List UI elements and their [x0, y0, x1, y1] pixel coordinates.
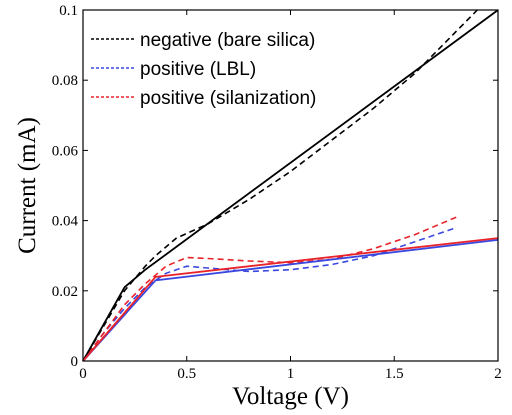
- x-tick-label: 0.5: [177, 366, 196, 382]
- x-tick-label: 1.5: [385, 366, 404, 382]
- x-tick-label: 2: [494, 366, 502, 382]
- y-tick-label: 0.04: [52, 214, 79, 230]
- y-tick-label: 0.02: [52, 284, 78, 300]
- x-tick-label: 0: [79, 366, 87, 382]
- y-tick-label: 0: [71, 354, 79, 370]
- legend: negative (bare silica) positive (LBL) posi…: [91, 30, 316, 109]
- ticks-layer: 0 0.5 1 1.5 2 0 0.02 0.04 0.06 0.08 0.1: [52, 3, 502, 382]
- series-layer: [82, 9, 499, 362]
- series-line-fit-3: [82, 9, 499, 362]
- legend-label: negative (bare silica): [140, 30, 315, 51]
- y-axis-title: Current (mA): [14, 117, 41, 254]
- series-line-fit-4: [82, 239, 499, 362]
- series-line-dashed-2: [82, 216, 457, 362]
- series-line-dashed-1: [82, 226, 457, 362]
- legend-label: positive (LBL): [140, 59, 256, 80]
- y-tick-label: 0.1: [59, 3, 78, 19]
- series-line-dashed-0: [82, 9, 478, 362]
- y-tick-label: 0.08: [52, 73, 78, 89]
- x-axis-title: Voltage (V): [232, 383, 349, 410]
- series-line-fit-5: [82, 237, 499, 362]
- x-tick-label: 1: [287, 366, 295, 382]
- y-tick-label: 0.06: [52, 143, 79, 159]
- legend-label: positive (silanization): [140, 88, 316, 109]
